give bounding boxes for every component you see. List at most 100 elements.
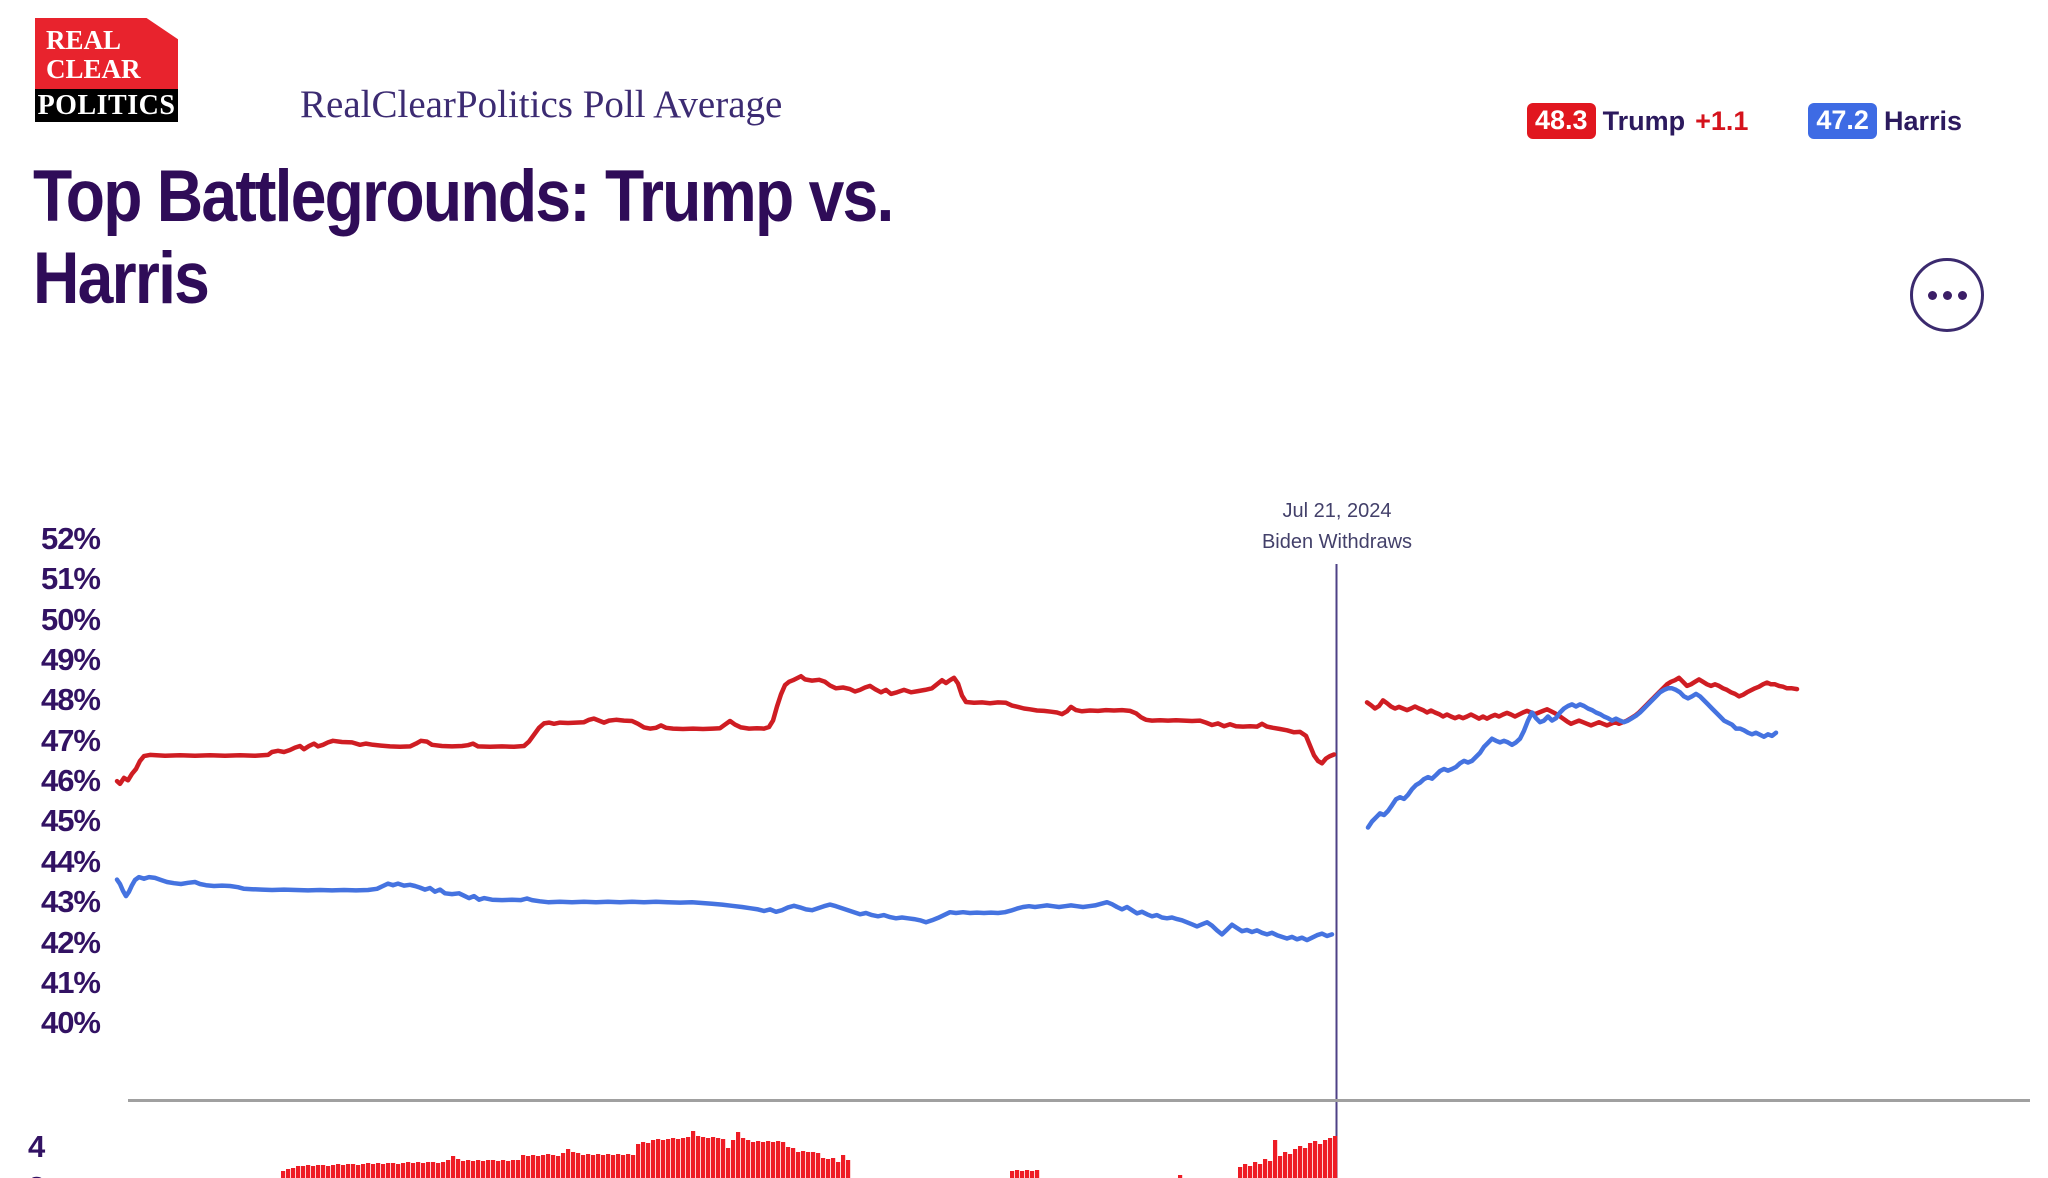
harris-trend-line [114,874,1335,943]
spread-bar [1318,1144,1323,1178]
spread-bar [486,1160,491,1178]
spread-bar [771,1142,776,1178]
spread-bar [401,1163,406,1178]
spread-bar [441,1162,446,1178]
spread-bar [736,1132,741,1178]
y-axis-tick-45: 45% [40,803,101,839]
spread-bar [586,1154,591,1178]
y-axis-tick-40: 40% [40,1005,101,1041]
spread-bar [641,1142,646,1178]
spread-bar [526,1156,531,1178]
spread-bar [1308,1143,1313,1178]
spread-bar [671,1138,676,1178]
spread-bar [376,1163,381,1178]
spread-bar [801,1151,806,1178]
spread-bar [1015,1170,1020,1178]
spread-bar [496,1161,501,1178]
spread-bar [1298,1146,1303,1178]
spread-bar [321,1165,326,1178]
spread-bar [341,1165,346,1178]
spread-bar [1238,1167,1243,1178]
spread-bar [666,1139,671,1178]
y-axis-tick-52: 52% [40,521,101,556]
spread-bar [621,1155,626,1178]
y-axis-tick-47: 47% [40,722,101,758]
spread-bar [311,1166,316,1178]
spread-bar [431,1162,436,1178]
spread-bar [516,1160,521,1178]
spread-bar [1268,1161,1273,1178]
spread-bar [601,1155,606,1178]
spread-bar [1293,1149,1298,1178]
spread-bar [291,1168,296,1178]
spread-bar [656,1139,661,1178]
spread-bar [386,1163,391,1178]
spread-bar [631,1155,636,1178]
spread-bar [611,1155,616,1178]
spread-bar [411,1163,416,1178]
harris-value-badge: 47.2 [1808,103,1877,139]
spread-bar [836,1162,841,1178]
spread-bar [591,1155,596,1178]
spread-bar [426,1162,431,1178]
annotation-label: Biden Withdraws [1261,531,1413,553]
spread-bar [821,1158,826,1178]
spread-bar [391,1163,396,1178]
spread-bar [461,1161,466,1178]
rcp-logo-red-block: REAL CLEAR [35,18,178,89]
trump-name-label: Trump [1602,105,1686,136]
spread-bar [761,1142,766,1178]
poll-trend-chart[interactable] [0,380,2048,1178]
spread-bar [416,1162,421,1178]
spread-bar [831,1158,836,1178]
y-axis-tick-42: 42% [40,924,101,960]
spread-bar [1025,1170,1030,1178]
spread-bar [1283,1152,1288,1178]
spread-bar [456,1159,461,1178]
spread-bar [1263,1159,1268,1178]
spread-axis-tick-2: 2 [28,1170,45,1178]
spread-bar [361,1164,366,1178]
y-axis-tick-49: 49% [40,642,101,678]
spread-bar [1328,1138,1333,1178]
spread-bar [581,1155,586,1178]
spread-bar [686,1137,691,1178]
spread-bar [606,1154,611,1178]
spread-bar [326,1166,331,1178]
spread-bar [776,1141,781,1178]
spread-bar [1258,1164,1263,1178]
harris-name-label: Harris [1883,105,1962,136]
spread-bar [636,1144,641,1178]
logo-line-politics: POLITICS [35,89,178,122]
spread-bar [556,1156,561,1178]
page-title: Top Battlegrounds: Trump vs. Harris [33,156,894,320]
spread-bar [346,1164,351,1178]
spread-bar [796,1152,801,1178]
page-title-line1: Top Battlegrounds: Trump vs. [33,156,894,237]
spread-bar [1248,1166,1253,1178]
spread-bar [1178,1175,1183,1178]
spread-bar [541,1155,546,1178]
spread-bar [626,1154,631,1178]
spread-bar [521,1155,526,1178]
spread-bar [1303,1148,1308,1178]
spread-bar [651,1140,656,1178]
spread-bar [751,1142,756,1178]
spread-bar [356,1165,361,1178]
spread-bar [451,1156,456,1178]
biden-withdraws-annotation: Jul 21, 2024 Biden Withdraws [1262,496,1412,558]
ellipsis-menu-button[interactable] [1910,258,1984,332]
spread-axis-tick-4: 4 [28,1129,46,1164]
spread-bar [551,1155,556,1178]
spread-bar [691,1131,696,1178]
spread-bar [561,1153,566,1178]
rcp-logo[interactable]: REAL CLEAR POLITICS [35,18,178,122]
spread-bar [371,1164,376,1178]
spread-bar [1313,1141,1318,1178]
harris-trend-line [1365,686,1779,830]
spread-bar [721,1139,726,1178]
poll-average-title: RealClearPolitics Poll Average [300,83,783,126]
spread-bar [466,1160,471,1178]
